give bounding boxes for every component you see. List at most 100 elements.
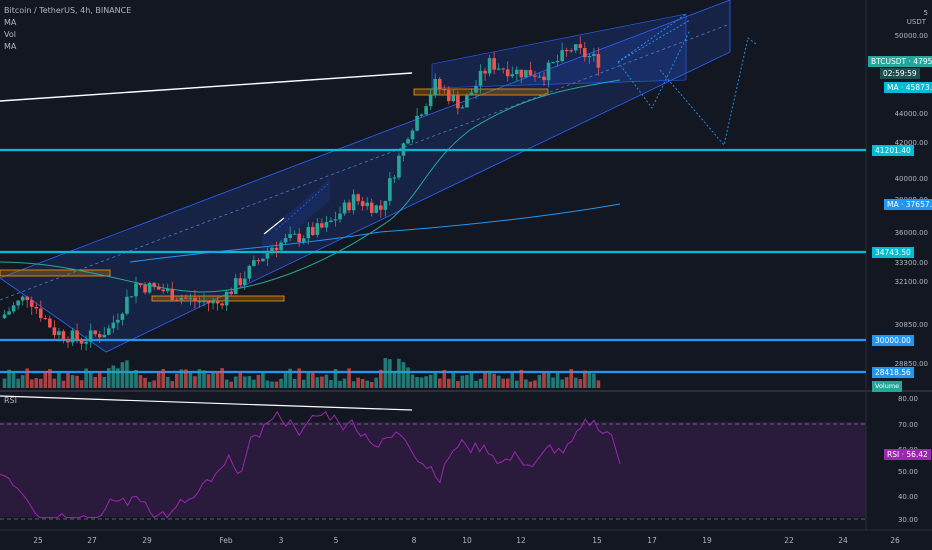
volume-bar: [510, 371, 515, 388]
candle-body: [515, 69, 519, 75]
volume-bar: [542, 372, 546, 388]
volume-bar: [356, 377, 360, 388]
rsi-line: [0, 410, 621, 519]
volume-bar: [365, 380, 369, 388]
volume-bar: [7, 369, 11, 388]
volume-bar: [125, 360, 129, 388]
volume-bar: [410, 374, 415, 388]
volume-bar: [442, 369, 447, 388]
symbol-title: Bitcoin / TetherUS, 4h, BINANCE: [4, 6, 132, 15]
candle-body: [165, 288, 170, 292]
candle-body: [247, 265, 252, 279]
date-tick-label: 27: [87, 536, 97, 545]
candle-body: [134, 283, 138, 297]
indicator-volume[interactable]: Vol: [4, 30, 16, 39]
candle-body: [211, 300, 215, 304]
candle-body: [11, 305, 16, 312]
candle-body: [125, 296, 129, 314]
volume-bar: [165, 376, 170, 388]
candle-body: [578, 44, 583, 49]
projection-path: [617, 13, 687, 63]
price-tick-label: 30850.00: [895, 321, 928, 329]
candle-body: [573, 44, 578, 51]
volume-bar: [315, 377, 320, 388]
candle-body: [505, 69, 510, 77]
candle-body: [220, 303, 224, 306]
volume-bar: [283, 373, 288, 388]
candle-body: [501, 68, 505, 70]
volume-bar: [528, 381, 533, 388]
candle-body: [93, 330, 97, 335]
mini-channel-fill: [262, 178, 330, 260]
volume-bar: [351, 381, 356, 388]
support-zone: [413, 88, 549, 96]
volume-bar: [211, 371, 215, 388]
volume-bar: [560, 379, 564, 388]
rsi-tick-label: 40.00: [898, 493, 918, 501]
candle-body: [224, 291, 229, 306]
candle-body: [202, 301, 206, 303]
candle-body: [456, 94, 460, 109]
date-tick-label: 10: [462, 536, 472, 545]
candle-body: [315, 223, 320, 235]
candle-body: [107, 328, 111, 335]
candle-body: [342, 202, 347, 214]
volume-bar: [161, 368, 165, 388]
candle-body: [84, 341, 88, 344]
countdown-label: 02:59:59: [880, 68, 920, 79]
rsi-pane-title[interactable]: RSI: [4, 396, 17, 405]
candle-body: [397, 155, 401, 178]
volume-bar: [52, 378, 57, 388]
candle-body: [487, 58, 492, 74]
candle-body: [338, 213, 342, 220]
rising-channel: [0, 0, 731, 353]
volume-bar: [451, 371, 456, 388]
volume-bar: [501, 378, 505, 388]
candle-body: [424, 106, 428, 115]
candle-body: [48, 318, 52, 328]
date-tick-label: 8: [412, 536, 417, 545]
candle-body: [433, 78, 437, 96]
price-tick-label: 33300.00: [895, 259, 928, 267]
volume-bar: [197, 369, 202, 388]
candle-body: [57, 331, 61, 336]
candle-body: [243, 278, 247, 285]
candle-body: [360, 201, 365, 207]
volume-bar: [583, 370, 587, 388]
volume-bar: [265, 380, 270, 388]
candle-body: [143, 285, 147, 293]
candle-body: [102, 334, 107, 338]
short-trendline: [263, 217, 285, 235]
volume-bar: [456, 381, 460, 388]
volume-bar: [156, 371, 161, 388]
volume-bar: [424, 376, 428, 388]
indicator-ma-fast[interactable]: MA: [4, 18, 17, 27]
volume-bar: [374, 377, 379, 388]
volume-bar: [419, 377, 424, 388]
mini-channel: [275, 183, 329, 231]
volume-bar: [465, 375, 469, 388]
volume-bar: [551, 377, 555, 388]
volume-bar: [184, 369, 188, 388]
volume-bar: [578, 379, 583, 388]
candle-body: [256, 260, 261, 262]
volume-bar: [79, 380, 84, 388]
candle-body: [61, 331, 66, 340]
indicator-ma-slow[interactable]: MA: [4, 42, 17, 51]
candle-body: [25, 296, 29, 301]
candle-body: [356, 194, 360, 202]
volume-bar: [261, 371, 265, 388]
volume-bar: [379, 369, 383, 388]
candle-body: [156, 286, 161, 290]
candle-body: [569, 50, 573, 52]
volume-bar: [88, 373, 93, 388]
candle-body: [447, 90, 451, 102]
candle-body: [270, 247, 274, 252]
candle-body: [52, 327, 57, 336]
volume-bar: [229, 381, 233, 388]
support-zone: [0, 269, 111, 277]
candle-body: [551, 62, 555, 64]
last-price-label: BTCUSDT · 47958.06: [868, 56, 932, 67]
candle-body: [596, 53, 601, 68]
